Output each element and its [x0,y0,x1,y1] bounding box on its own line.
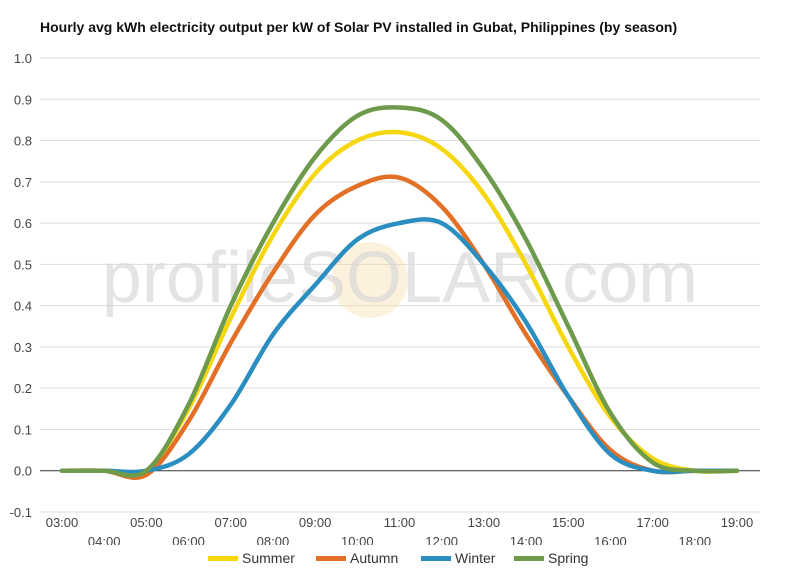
series-line-spring [59,105,740,478]
plot-area: profileSOLAR.com -0.1 0.0 0.1 0.2 0.3 0.4 0.5 0… [10,51,760,545]
watermark: profileSOLAR.com [102,238,698,318]
y-tick-label: 0.4 [14,299,32,314]
grid-lines [40,57,760,513]
legend-item-summer[interactable]: Summer [208,548,295,568]
x-tick-label: 10:00 [341,534,374,545]
legend-label: Spring [548,550,589,566]
legend-label: Summer [242,550,295,566]
x-tick-label: 19:00 [721,515,754,530]
legend-swatch [421,555,451,561]
y-tick-label: 0.7 [14,175,32,190]
x-tick-label: 14:00 [510,534,543,545]
legend: Summer Autumn Winter Spring [0,548,800,568]
legend-label: Winter [455,550,496,566]
watermark-sun-icon [332,242,408,318]
y-tick-label: 0.6 [14,216,32,231]
watermark-text: profileSOLAR.com [102,238,698,318]
legend-label: Autumn [350,550,399,566]
y-tick-label: 0.8 [14,134,32,149]
x-tick-label: 09:00 [299,515,332,530]
y-tick-label: 0.3 [14,340,32,355]
y-tick-label: 0.0 [14,464,32,479]
series-line-autumn [59,174,740,481]
x-tick-label: 13:00 [468,515,501,530]
y-tick-label: 1.0 [14,51,32,66]
legend-swatch [316,555,346,561]
legend-swatch [514,555,544,561]
y-tick-label: 0.2 [14,381,32,396]
x-axis: 03:00 04:00 05:00 06:00 07:00 08:00 09:00 10:00… [46,515,754,545]
chart-title: Hourly avg kWh electricity output per kW… [40,19,678,35]
y-axis: -0.1 0.0 0.1 0.2 0.3 0.4 0.5 0.6 0.7 0.8 0.9 1.0 [10,51,32,520]
series-line-winter [59,217,740,475]
legend-item-winter[interactable]: Winter [421,548,495,568]
x-tick-label: 18:00 [679,534,712,545]
x-tick-label: 04:00 [88,534,121,545]
series-lines [59,105,740,481]
x-tick-label: 16:00 [594,534,627,545]
x-tick-label: 11:00 [384,515,416,530]
x-tick-label: 17:00 [636,515,669,530]
x-tick-label: 15:00 [552,515,585,530]
y-tick-label: 0.5 [14,257,32,272]
x-tick-label: 08:00 [257,534,290,545]
x-tick-label: 12:00 [425,534,458,545]
x-tick-label: 06:00 [172,534,205,545]
legend-swatch [208,555,238,561]
x-tick-label: 07:00 [214,515,247,530]
legend-item-spring[interactable]: Spring [514,548,588,568]
y-tick-label: 0.1 [14,422,32,437]
x-tick-label: 05:00 [130,515,163,530]
y-tick-label: 0.9 [14,92,32,107]
legend-item-autumn[interactable]: Autumn [316,548,398,568]
x-tick-label: 03:00 [46,515,79,530]
y-tick-label: -0.1 [10,505,32,520]
